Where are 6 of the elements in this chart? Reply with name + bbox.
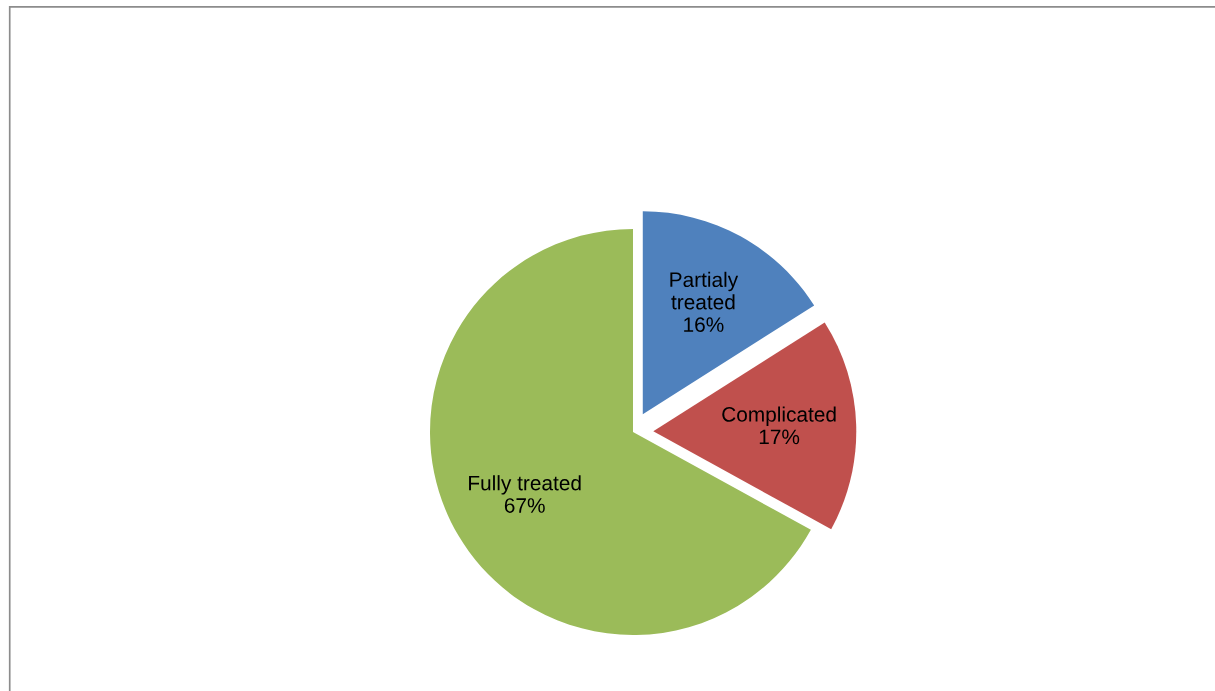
data-label: 16% xyxy=(684,317,724,332)
data-label: 67% xyxy=(504,498,545,513)
slice-label: Partialy treated xyxy=(670,271,739,310)
data-label: 17% xyxy=(759,429,800,445)
slice-label: Fully treated xyxy=(469,475,581,495)
slice-label: Complicated xyxy=(722,406,836,426)
